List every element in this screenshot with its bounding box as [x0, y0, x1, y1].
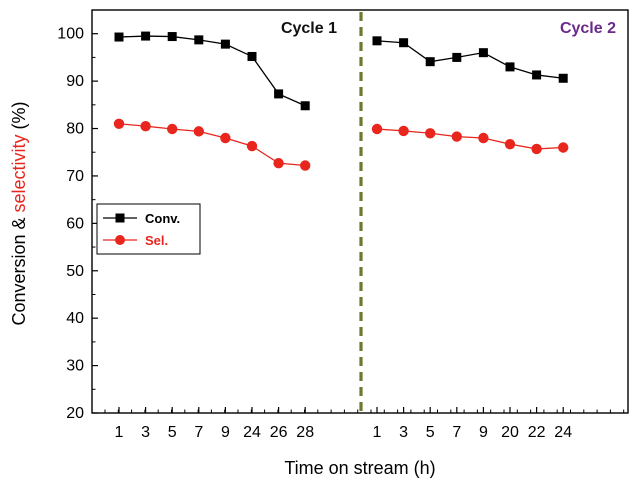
- data-point-conv: [274, 89, 284, 99]
- legend-box: [96, 203, 201, 255]
- cycle-1-label: Cycle 1: [281, 20, 337, 37]
- data-point-conv: [300, 101, 310, 111]
- data-point-sel: [504, 138, 516, 150]
- x-tick-label: 20: [501, 424, 519, 441]
- data-point-sel: [478, 132, 489, 144]
- x-tick-label: 9: [479, 424, 488, 441]
- data-point-sel: [300, 160, 311, 171]
- data-point-sel: [273, 157, 284, 169]
- x-tick-label: 7: [452, 424, 461, 441]
- data-point-sel: [451, 131, 462, 142]
- data-point-conv: [558, 73, 568, 83]
- y-axis-title-highlight: selectivity: [9, 134, 29, 212]
- y-axis-title-prefix: Conversion &: [9, 212, 29, 325]
- data-point-conv: [220, 39, 230, 49]
- data-point-sel: [113, 118, 125, 129]
- y-tick-label: 40: [66, 310, 84, 327]
- data-point-conv: [478, 48, 488, 58]
- data-point-conv: [167, 32, 177, 42]
- y-tick-label: 70: [66, 168, 84, 185]
- y-tick-label: 100: [57, 26, 84, 43]
- data-point-sel: [558, 142, 569, 153]
- data-point-conv: [194, 35, 204, 45]
- data-point-conv: [399, 38, 409, 48]
- legend-label: Conv.: [145, 211, 180, 226]
- y-tick-label: 30: [66, 358, 84, 375]
- data-point-conv: [372, 36, 382, 46]
- x-tick-label: 9: [221, 424, 230, 441]
- data-point-conv: [247, 51, 257, 61]
- data-point-conv: [141, 31, 151, 41]
- data-point-sel: [531, 143, 542, 155]
- data-point-sel: [220, 132, 231, 144]
- x-tick-label: 1: [373, 424, 382, 441]
- x-tick-label: 3: [399, 424, 408, 441]
- y-axis-title: Conversion & selectivity (%): [9, 101, 29, 325]
- y-tick-label: 80: [66, 121, 84, 138]
- data-point-conv: [452, 52, 462, 62]
- data-point-sel: [425, 128, 436, 139]
- data-point-sel: [167, 123, 178, 135]
- x-tick-label: 24: [554, 424, 572, 441]
- x-tick-label: 5: [168, 424, 177, 441]
- data-point-sel: [193, 126, 204, 137]
- plot-frame: [91, 9, 629, 414]
- y-tick-label: 20: [66, 405, 84, 422]
- data-point-conv: [532, 70, 542, 80]
- data-point-sel: [246, 140, 258, 152]
- data-point-sel: [398, 125, 409, 137]
- data-point-sel: [140, 120, 151, 132]
- x-tick-label: 7: [194, 424, 203, 441]
- x-tick-label: 3: [141, 424, 150, 441]
- y-axis-title-suffix: (%): [9, 101, 29, 134]
- x-tick-label: 24: [243, 424, 261, 441]
- x-tick-label: 22: [528, 424, 546, 441]
- data-point-conv: [425, 57, 435, 67]
- y-tick-label: 60: [66, 215, 84, 232]
- y-tick-label: 50: [66, 263, 84, 280]
- legend-label: Sel.: [145, 233, 168, 248]
- legend-marker: [115, 213, 125, 223]
- cycle-2-label: Cycle 2: [560, 20, 616, 37]
- data-point-conv: [114, 32, 124, 42]
- data-point-sel: [371, 123, 383, 135]
- x-tick-label: 5: [426, 424, 435, 441]
- y-tick-label: 90: [66, 73, 84, 90]
- x-tick-label: 28: [296, 424, 314, 441]
- x-tick-label: 1: [115, 424, 124, 441]
- legend-marker: [115, 235, 125, 245]
- x-tick-label: 26: [270, 424, 288, 441]
- data-point-conv: [505, 62, 515, 72]
- x-axis-title: Time on stream (h): [284, 458, 435, 478]
